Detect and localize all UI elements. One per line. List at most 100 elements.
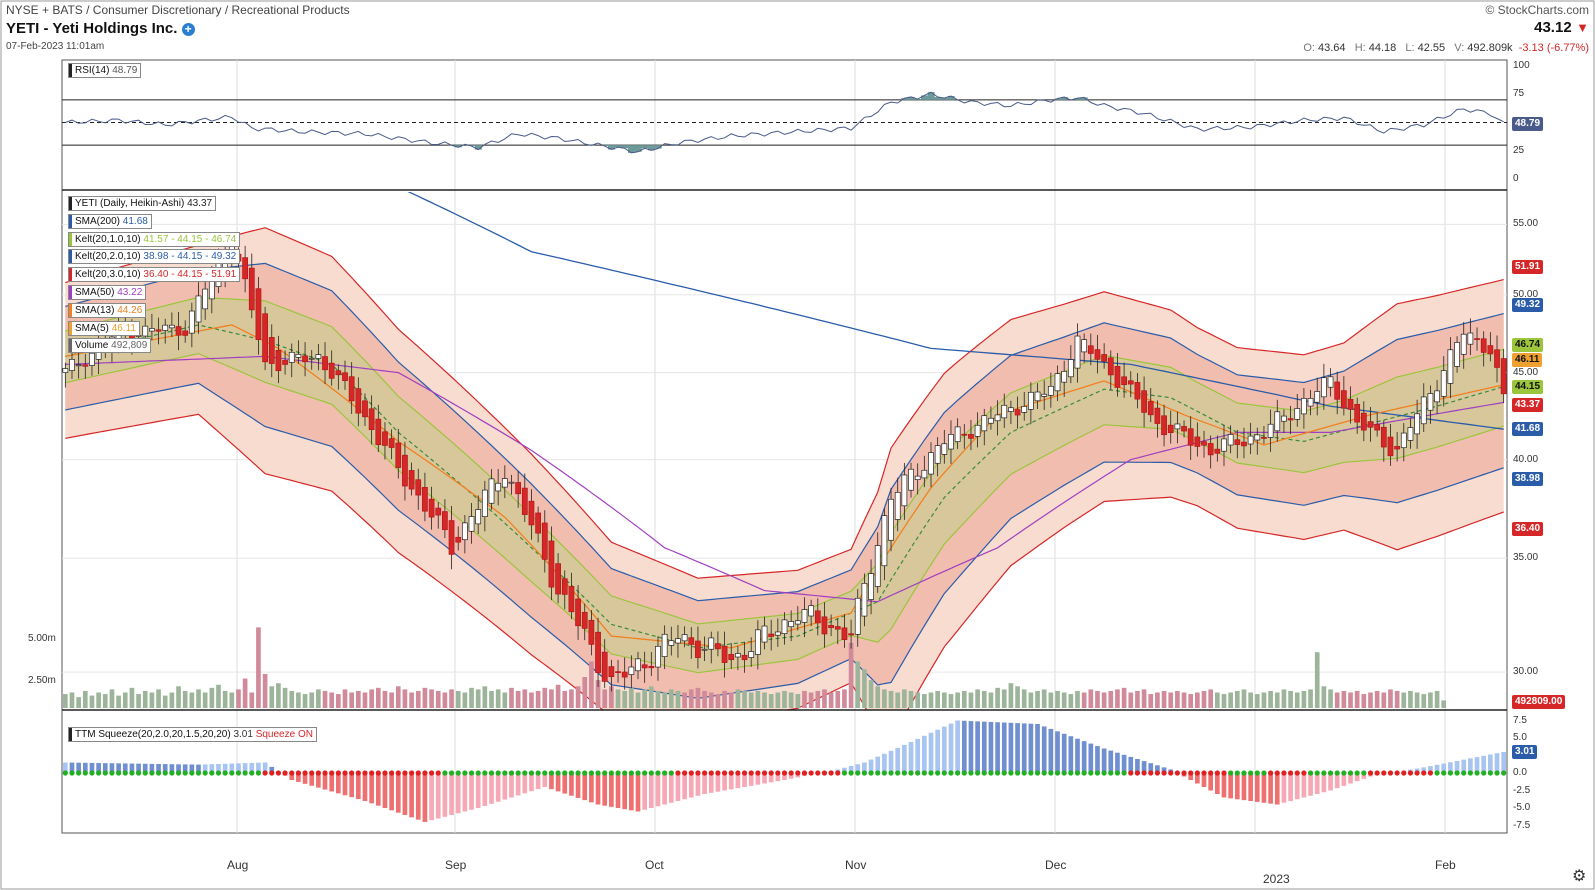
volume-bar	[1208, 689, 1214, 708]
ttm-bar	[629, 773, 634, 811]
ttm-bar	[635, 773, 641, 812]
volume-bar	[116, 695, 121, 708]
ttm-bar	[82, 762, 88, 773]
ttm-bar	[602, 773, 608, 806]
volume-bar	[529, 692, 534, 708]
ttm-value-badge: 3.01	[1512, 744, 1538, 759]
candle-body	[748, 651, 755, 658]
price-tick-label: 55.00	[1513, 218, 1539, 230]
ttm-bar	[269, 766, 275, 773]
ttm-bar	[1095, 746, 1100, 773]
ttm-bar	[742, 773, 747, 787]
candle-body	[948, 433, 954, 450]
candle-body	[1487, 345, 1494, 355]
rsi-tick-label: 0	[1513, 173, 1519, 184]
squeeze-dot	[182, 770, 188, 776]
month-label: Nov	[845, 858, 867, 872]
candle-body	[69, 359, 75, 371]
volume-bar	[156, 689, 161, 708]
candle-body	[794, 620, 801, 625]
candle-body	[155, 329, 162, 332]
low-label: L:	[1405, 42, 1415, 54]
ttm-bar	[1274, 773, 1280, 805]
volume-bar	[1115, 689, 1120, 708]
candle-body	[1387, 436, 1394, 457]
add-plus-icon[interactable]: +	[181, 22, 195, 36]
volume-bar	[1055, 690, 1060, 708]
candle-body	[408, 470, 415, 490]
squeeze-dot	[708, 770, 714, 776]
squeeze-dot	[542, 770, 548, 776]
ttm-bar	[375, 773, 381, 806]
squeeze-dot	[1367, 770, 1374, 776]
candle-body	[488, 478, 495, 504]
volume-bar	[662, 692, 667, 708]
squeeze-dot	[655, 770, 661, 776]
volume-bar	[402, 689, 408, 708]
squeeze-dot	[155, 770, 162, 776]
volume-bar	[102, 694, 108, 708]
volume-bar	[309, 692, 315, 708]
squeeze-dot	[1054, 770, 1061, 776]
ttm-bar	[395, 773, 401, 813]
candle-body	[894, 492, 901, 520]
squeeze-dot	[1401, 770, 1407, 776]
candle-body	[1041, 393, 1048, 397]
candle-body	[621, 671, 628, 678]
squeeze-dot	[994, 770, 1001, 776]
rsi-oversold-fill	[474, 145, 482, 150]
squeeze-dot	[788, 770, 794, 776]
squeeze-dot	[848, 770, 854, 776]
volume-bar	[429, 689, 434, 708]
candle-body	[994, 414, 1001, 422]
squeeze-dot	[1034, 770, 1041, 776]
squeeze-dot	[755, 770, 761, 776]
ttm-bar	[848, 766, 854, 773]
volume-bar	[69, 692, 75, 708]
volume-label: V:	[1454, 42, 1465, 54]
volume-bar	[668, 689, 674, 708]
squeeze-dot	[442, 770, 448, 776]
squeeze-dot	[235, 770, 242, 776]
candle-body	[1134, 382, 1141, 400]
ttm-bar	[902, 745, 907, 773]
candle-body	[761, 625, 768, 643]
volume-bar	[1254, 694, 1260, 708]
squeeze-dot	[1088, 770, 1094, 776]
squeeze-dot	[82, 770, 88, 776]
volume-bar	[482, 686, 488, 708]
price-change: -3.13 (-6.77%)	[1518, 42, 1589, 54]
gear-icon[interactable]: ⚙	[1572, 868, 1587, 885]
ttm-tick-label: -5.0	[1513, 802, 1531, 813]
ttm-bar	[981, 721, 987, 773]
candle-body	[754, 629, 761, 655]
squeeze-dot	[242, 770, 248, 776]
candle-body	[495, 482, 502, 492]
ttm-bar	[455, 773, 461, 814]
candle-body	[1301, 398, 1307, 415]
candle-body	[1154, 407, 1161, 424]
volume-bar	[1334, 692, 1340, 708]
candle-body	[195, 295, 202, 323]
squeeze-dot	[748, 770, 754, 776]
squeeze-dot	[941, 770, 947, 776]
volume-tick-label: 5.00m	[28, 633, 56, 644]
ttm-bar	[149, 763, 155, 773]
squeeze-dot	[116, 770, 122, 776]
candle-body	[561, 578, 568, 595]
volume-bar	[895, 692, 901, 708]
candle-body	[455, 536, 462, 543]
ttm-bar	[136, 763, 141, 773]
volume-bar	[1075, 690, 1080, 708]
candle-body	[908, 468, 914, 491]
ttm-bar	[1328, 773, 1333, 791]
volume-badge: 492809.00	[1512, 695, 1566, 709]
candle-body	[874, 545, 881, 587]
copyright-link[interactable]: © StockCharts.com	[1485, 3, 1589, 17]
price-legend-item: SMA(50) 43.22	[68, 285, 147, 300]
squeeze-dot	[435, 770, 441, 776]
volume-bar	[782, 690, 787, 708]
kelt2-lower	[65, 382, 1504, 699]
squeeze-dot	[682, 770, 688, 776]
